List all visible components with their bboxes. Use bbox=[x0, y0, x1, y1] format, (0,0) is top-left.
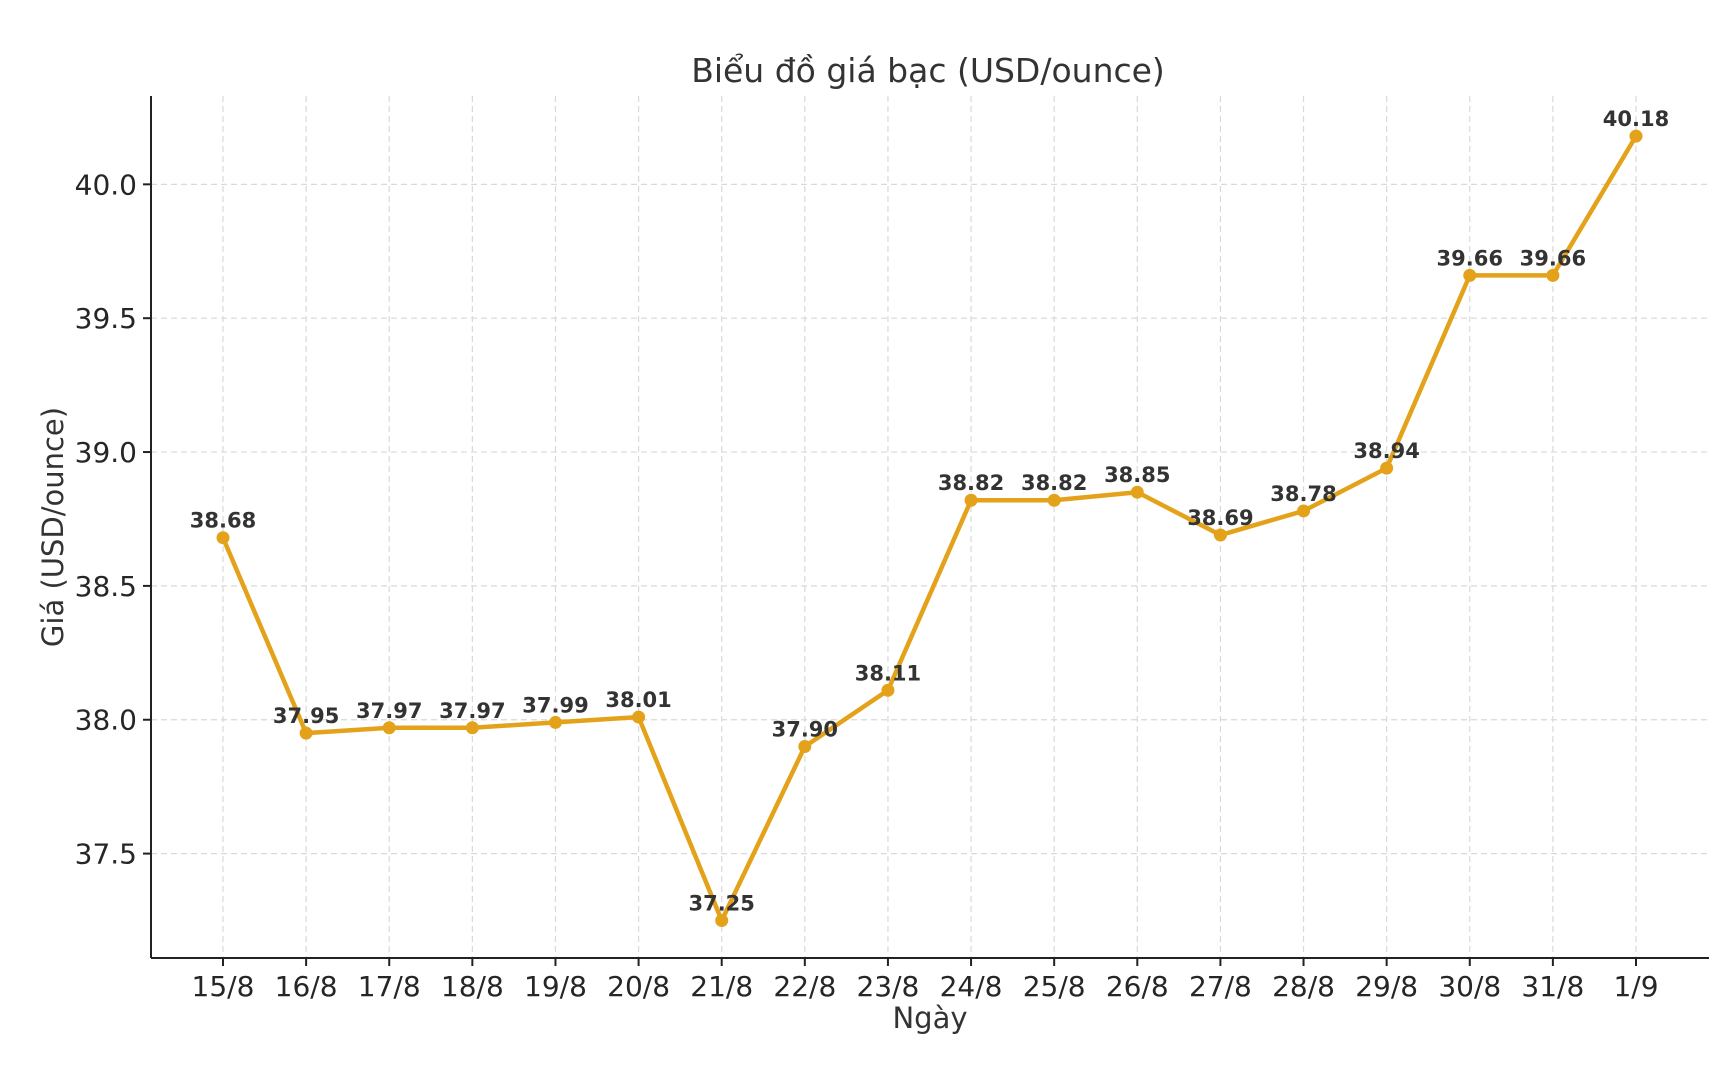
data-label: 37.99 bbox=[522, 693, 588, 717]
x-tick-label: 26/8 bbox=[1106, 970, 1169, 1003]
data-point bbox=[715, 914, 729, 928]
data-label: 38.78 bbox=[1270, 482, 1336, 506]
data-point bbox=[465, 721, 479, 735]
x-tick-label: 21/8 bbox=[690, 970, 753, 1003]
x-tick-label: 20/8 bbox=[607, 970, 670, 1003]
y-tick-label: 38.0 bbox=[75, 704, 137, 737]
data-label: 39.66 bbox=[1437, 246, 1503, 270]
x-tick-label: 30/8 bbox=[1438, 970, 1501, 1003]
data-markers bbox=[216, 129, 1643, 928]
data-label: 38.82 bbox=[938, 471, 1004, 495]
data-label: 37.25 bbox=[688, 892, 754, 916]
x-tick-label: 29/8 bbox=[1355, 970, 1418, 1003]
data-label: 37.90 bbox=[772, 718, 838, 742]
data-labels: 38.68 37.95 37.97 37.97 37.99 38.01 37.25 37.90… bbox=[190, 107, 1669, 915]
x-tick-label: 15/8 bbox=[192, 970, 255, 1003]
data-label: 38.85 bbox=[1104, 463, 1170, 487]
data-label: 37.95 bbox=[273, 704, 339, 728]
data-label: 38.69 bbox=[1187, 506, 1253, 530]
x-tick-label: 17/8 bbox=[358, 970, 421, 1003]
data-point bbox=[798, 740, 812, 754]
x-tick-label: 16/8 bbox=[275, 970, 338, 1003]
y-axis-label: Giá (USD/ounce) bbox=[36, 407, 70, 647]
data-point bbox=[382, 721, 396, 735]
x-tick-label: 19/8 bbox=[524, 970, 587, 1003]
data-point bbox=[299, 726, 313, 740]
data-point bbox=[1546, 268, 1560, 282]
data-point bbox=[1130, 485, 1144, 499]
data-point bbox=[548, 715, 562, 729]
y-tick-label: 39.5 bbox=[75, 302, 137, 335]
data-label: 38.82 bbox=[1021, 471, 1087, 495]
data-label: 38.01 bbox=[605, 688, 671, 712]
data-point bbox=[1213, 528, 1227, 542]
data-point bbox=[1629, 129, 1643, 143]
x-tick-label: 27/8 bbox=[1189, 970, 1252, 1003]
data-label: 38.94 bbox=[1353, 439, 1419, 463]
x-tick-label: 18/8 bbox=[441, 970, 504, 1003]
data-label: 40.18 bbox=[1603, 107, 1669, 131]
data-point bbox=[964, 493, 978, 507]
y-tick-label: 40.0 bbox=[75, 168, 137, 201]
x-tick-label: 31/8 bbox=[1521, 970, 1584, 1003]
data-label: 39.66 bbox=[1520, 246, 1586, 270]
y-tick-label: 39.0 bbox=[75, 436, 137, 469]
x-axis-ticks: 15/8 16/8 17/8 18/8 19/8 20/8 21/8 22/8 23/8 24/8… bbox=[192, 958, 1659, 1003]
series-line bbox=[220, 133, 1639, 923]
x-tick-label: 24/8 bbox=[940, 970, 1003, 1003]
data-label: 38.11 bbox=[855, 661, 921, 685]
y-tick-label: 38.5 bbox=[75, 570, 137, 603]
x-tick-label: 23/8 bbox=[856, 970, 919, 1003]
data-label: 37.97 bbox=[439, 699, 505, 723]
data-label: 38.68 bbox=[190, 509, 256, 533]
data-point bbox=[1463, 268, 1477, 282]
x-tick-label: 22/8 bbox=[773, 970, 836, 1003]
data-label: 37.97 bbox=[356, 699, 422, 723]
y-axis-ticks: 37.5 38.0 38.5 39.0 39.5 40.0 bbox=[75, 168, 151, 871]
grid-lines bbox=[151, 96, 1709, 958]
x-axis-label: Ngày bbox=[892, 1001, 967, 1035]
y-tick-label: 37.5 bbox=[75, 838, 137, 871]
x-tick-label: 28/8 bbox=[1272, 970, 1335, 1003]
x-tick-label: 1/9 bbox=[1613, 970, 1658, 1003]
data-point bbox=[1047, 493, 1061, 507]
x-tick-label: 25/8 bbox=[1023, 970, 1086, 1003]
data-point bbox=[1297, 504, 1311, 518]
data-point bbox=[881, 683, 895, 697]
data-point bbox=[632, 710, 646, 724]
chart-title: Biểu đồ giá bạc (USD/ounce) bbox=[691, 51, 1165, 90]
data-point bbox=[216, 531, 230, 545]
data-point bbox=[1380, 461, 1394, 475]
